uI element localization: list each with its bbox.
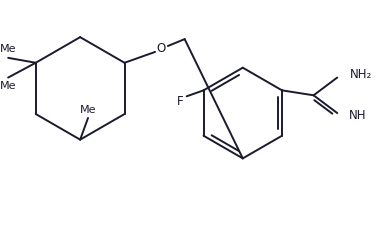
Text: O: O bbox=[156, 43, 166, 55]
Text: NH: NH bbox=[349, 109, 366, 122]
Text: Me: Me bbox=[0, 44, 17, 54]
Text: Me: Me bbox=[0, 81, 17, 91]
Text: Me: Me bbox=[80, 105, 96, 115]
Text: NH₂: NH₂ bbox=[350, 68, 372, 81]
Text: F: F bbox=[176, 95, 183, 108]
